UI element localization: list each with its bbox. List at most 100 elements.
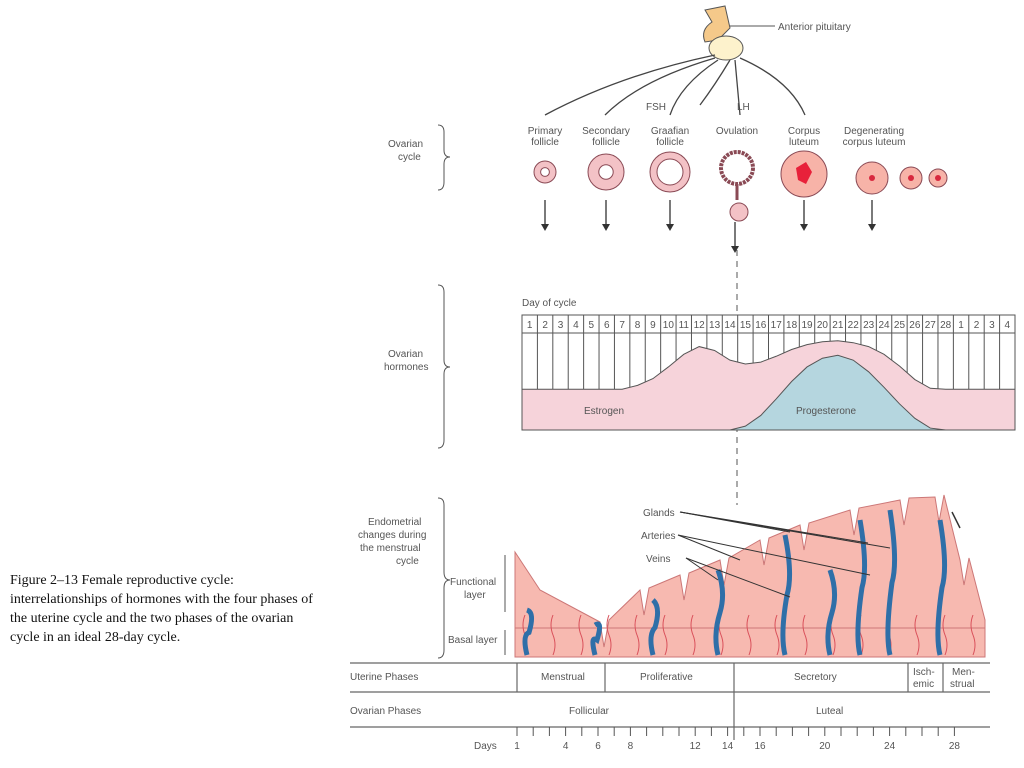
artery-icon [802,614,808,656]
brace [437,284,451,449]
glands-label: Glands [643,508,675,519]
gland-icon [855,519,868,656]
day-cell: 27 [925,320,937,331]
day-tick-label: 20 [819,741,831,752]
artery-icon [942,614,948,656]
day-cell: 3 [989,320,995,331]
day-cell: 6 [604,320,610,331]
phase-ischemic: emic [913,679,934,690]
functional-layer-label: layer [464,590,486,601]
day-cell: 24 [878,320,890,331]
stage-label: Ovulation [716,126,758,137]
label-line: the menstrual [360,543,421,554]
gland-icon [935,519,948,656]
follicle-icon [719,150,755,222]
day-cell: 16 [755,320,767,331]
ovarian-phases-label: Ovarian Phases [350,706,421,717]
stage-label: luteum [789,137,819,148]
day-cell: 2 [974,320,980,331]
artery-icon [606,614,612,656]
days-axis-label: Days [474,741,497,752]
day-cell: 4 [1005,320,1011,331]
phase-proliferative: Proliferative [640,672,693,683]
day-tick-label: 1 [514,741,520,752]
artery-icon [690,614,696,656]
label-line: cycle [396,556,419,567]
gland-icon [825,569,838,656]
day-cell: 8 [635,320,641,331]
stage-label: corpus luteum [843,137,906,148]
gland-icon [522,607,535,656]
follicle-icon [587,153,625,191]
day-tick-label: 28 [949,741,961,752]
day-cell: 7 [619,320,625,331]
day-cell: 9 [650,320,656,331]
follicle-icon [855,161,948,195]
follicle-icon [649,151,691,193]
artery-icon [662,614,668,656]
ovarian-stage: Ovulation [716,126,758,253]
functional-layer-label: Functional [450,577,496,588]
stage-label: Degenerating [844,126,904,137]
day-tick-label: 14 [722,741,734,752]
day-of-cycle-title: Day of cycle [522,298,577,309]
day-cell: 3 [558,320,564,331]
stage-label: follicle [592,137,620,148]
phase-menstrual: Menstrual [541,672,585,683]
day-cell: 25 [894,320,906,331]
phase-menstrual-2: strual [950,679,974,690]
progesterone-label: Progesterone [796,406,856,417]
phase-secretory: Secretory [794,672,837,683]
anterior-pituitary-label: Anterior pituitary [778,22,851,33]
basal-layer-label: Basal layer [448,635,498,646]
brace [437,124,451,191]
day-tick-label: 12 [690,741,702,752]
day-cell: 12 [694,320,706,331]
artery-icon [550,614,556,656]
pointer-lines [677,511,891,598]
day-cell: 14 [724,320,736,331]
artery-icon [578,614,584,656]
day-tick-label: 24 [884,741,896,752]
phase-menstrual-2: Men- [952,667,975,678]
ovarian-cycle-label: Ovarian [388,139,423,150]
stage-label: Graafian [651,126,689,137]
day-cell: 21 [832,320,844,331]
day-cell: 15 [740,320,752,331]
day-tick-label: 8 [628,741,634,752]
day-cell: 11 [679,320,690,331]
day-cell: 10 [663,320,675,331]
stage-label: Primary [528,126,562,137]
day-cell: 18 [786,320,798,331]
day-cell: 28 [940,320,952,331]
uterine-phases-label: Uterine Phases [350,672,418,683]
artery-icon [774,614,780,656]
gland-icon [885,509,898,656]
day-cell: 13 [709,320,721,331]
day-cell: 2 [542,320,548,331]
veins-label: Veins [646,554,670,565]
label-line: Endometrial [368,517,421,528]
day-cell: 22 [848,320,860,331]
day-cell: 17 [771,320,783,331]
day-cell: 1 [958,320,964,331]
pituitary-gland-icon [703,5,744,61]
lh-label: LH [737,102,750,113]
stage-label: follicle [656,137,684,148]
stage-label: Secondary [582,126,630,137]
follicle-icon [533,160,557,184]
progesterone-area [522,354,1015,431]
day-cell: 26 [909,320,921,331]
artery-icon [746,614,752,656]
day-cell: 20 [817,320,829,331]
estrogen-label: Estrogen [584,406,624,417]
endometrium-label: Endometrial changes during the menstrual… [358,517,426,567]
day-cell: 4 [573,320,579,331]
arrow-icon [951,511,961,529]
